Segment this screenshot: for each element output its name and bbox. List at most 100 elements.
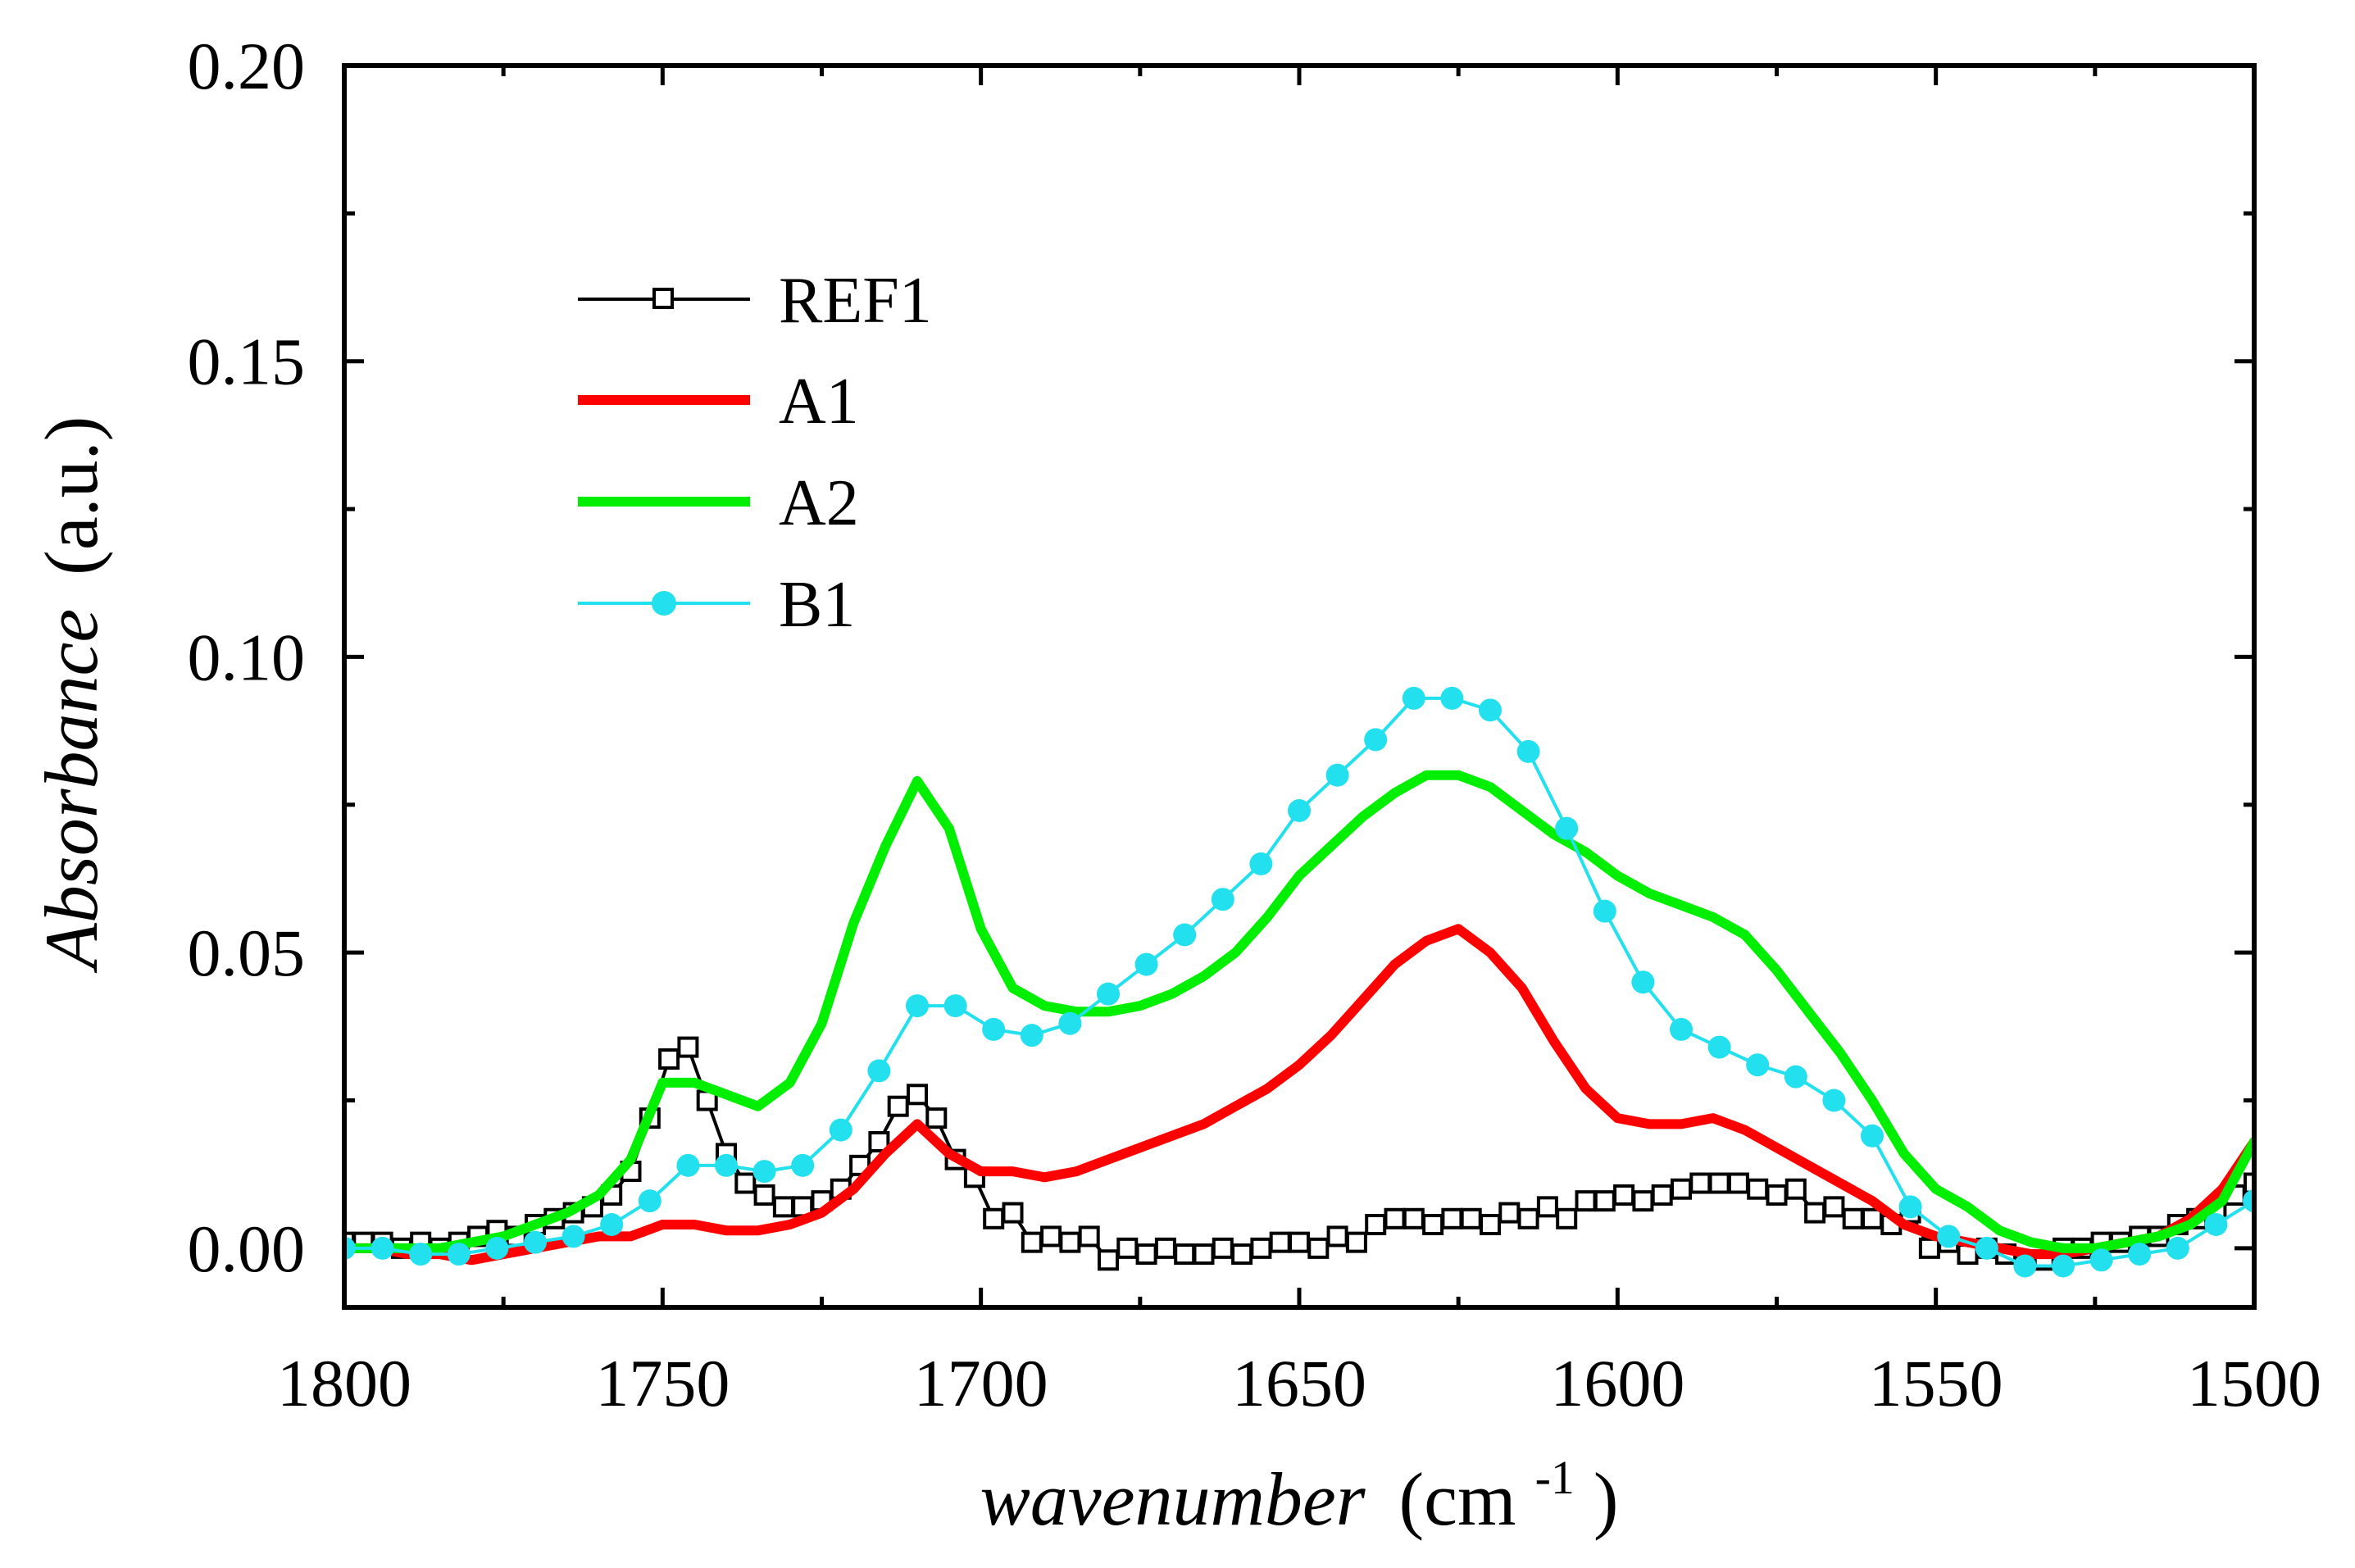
data-point-b1 bbox=[752, 1160, 776, 1184]
data-point-ref1 bbox=[658, 1048, 680, 1070]
series-b1 bbox=[344, 686, 2254, 1278]
data-point-ref1 bbox=[1384, 1207, 1406, 1229]
data-point-ref1 bbox=[907, 1084, 928, 1106]
data-point-b1 bbox=[1288, 799, 1311, 822]
data-point-ref1 bbox=[1671, 1178, 1692, 1200]
legend-marker-b1 bbox=[652, 591, 676, 616]
data-point-ref1 bbox=[1766, 1184, 1788, 1206]
data-point-b1 bbox=[1364, 728, 1388, 752]
data-point-ref1 bbox=[1708, 1172, 1730, 1194]
data-point-ref1 bbox=[1536, 1196, 1558, 1218]
data-point-ref1 bbox=[1747, 1178, 1769, 1200]
data-point-ref1 bbox=[1575, 1190, 1597, 1212]
legend-label-a2: A2 bbox=[779, 467, 859, 539]
data-point-ref1 bbox=[1632, 1190, 1654, 1212]
data-point-ref1 bbox=[1613, 1184, 1635, 1206]
x-tick-label: 1700 bbox=[914, 1346, 1048, 1420]
series-line-a2 bbox=[344, 770, 2254, 1253]
x-axis-title-unit: (cm bbox=[1399, 1457, 1516, 1541]
data-point-ref1 bbox=[2244, 1172, 2254, 1194]
x-tick-label: 1600 bbox=[1550, 1346, 1684, 1420]
legend-item-ref1: REF1 bbox=[578, 265, 932, 337]
x-tick-label: 1500 bbox=[2187, 1346, 2321, 1420]
x-tick-label: 1750 bbox=[595, 1346, 730, 1420]
data-point-ref1 bbox=[753, 1184, 775, 1206]
data-point-ref1 bbox=[1918, 1237, 1940, 1259]
series-a1 bbox=[344, 924, 2254, 1266]
data-point-b1 bbox=[561, 1225, 585, 1248]
data-point-b1 bbox=[906, 994, 929, 1018]
data-point-ref1 bbox=[1231, 1243, 1253, 1266]
data-point-b1 bbox=[485, 1236, 509, 1260]
x-tick-label: 1550 bbox=[1869, 1346, 2003, 1420]
data-point-b1 bbox=[1822, 1089, 1846, 1112]
data-point-ref1 bbox=[1135, 1243, 1157, 1266]
data-point-ref1 bbox=[1784, 1178, 1807, 1200]
data-point-ref1 bbox=[1174, 1243, 1196, 1266]
data-point-ref1 bbox=[1002, 1202, 1024, 1224]
data-point-b1 bbox=[1593, 899, 1616, 923]
data-point-b1 bbox=[447, 1243, 471, 1266]
data-point-ref1 bbox=[868, 1131, 890, 1152]
data-point-b1 bbox=[829, 1118, 852, 1142]
data-point-b1 bbox=[2128, 1243, 2152, 1266]
data-point-ref1 bbox=[1823, 1196, 1845, 1218]
data-point-b1 bbox=[1325, 763, 1349, 787]
series-layer bbox=[344, 686, 2254, 1278]
data-point-b1 bbox=[1670, 1017, 1693, 1041]
data-point-ref1 bbox=[1307, 1237, 1330, 1259]
data-point-ref1 bbox=[1593, 1190, 1616, 1212]
x-axis-title-main: wavenumber bbox=[980, 1457, 1366, 1541]
data-point-ref1 bbox=[983, 1207, 1005, 1229]
data-point-b1 bbox=[1631, 970, 1655, 994]
data-point-ref1 bbox=[1689, 1172, 1712, 1194]
data-point-ref1 bbox=[1078, 1225, 1100, 1248]
legend-item-a1: A1 bbox=[578, 366, 859, 438]
x-axis-title-unit-close: ) bbox=[1593, 1457, 1619, 1541]
data-point-ref1 bbox=[1269, 1231, 1291, 1253]
data-point-b1 bbox=[2013, 1254, 2037, 1278]
x-axis-title-exponent: -1 bbox=[1535, 1451, 1575, 1504]
data-point-b1 bbox=[371, 1236, 394, 1260]
data-point-ref1 bbox=[1193, 1243, 1215, 1266]
data-point-b1 bbox=[982, 1017, 1006, 1041]
data-point-ref1 bbox=[1460, 1207, 1482, 1229]
data-point-b1 bbox=[715, 1153, 738, 1177]
data-point-ref1 bbox=[887, 1095, 909, 1117]
y-tick-label: 0.20 bbox=[188, 29, 306, 103]
data-point-b1 bbox=[2052, 1254, 2075, 1278]
plot-frame bbox=[342, 63, 2257, 1310]
data-point-b1 bbox=[1975, 1236, 1998, 1260]
data-point-b1 bbox=[1861, 1124, 1884, 1148]
y-axis-title-unit: (a.u.) bbox=[30, 416, 113, 575]
data-point-ref1 bbox=[1441, 1207, 1463, 1229]
data-point-b1 bbox=[1058, 1011, 1082, 1035]
data-point-ref1 bbox=[1498, 1202, 1521, 1224]
legend-label-a1: A1 bbox=[779, 366, 859, 438]
y-tick-label: 0.00 bbox=[188, 1211, 306, 1286]
data-point-ref1 bbox=[1804, 1202, 1826, 1224]
data-point-b1 bbox=[1516, 739, 1540, 763]
data-point-b1 bbox=[638, 1189, 661, 1213]
data-point-b1 bbox=[676, 1153, 700, 1177]
y-tick-label: 0.15 bbox=[188, 325, 306, 399]
data-point-b1 bbox=[1020, 1024, 1043, 1048]
data-point-b1 bbox=[409, 1243, 433, 1266]
legend-marker-ref1 bbox=[652, 288, 674, 309]
data-point-ref1 bbox=[1040, 1225, 1062, 1248]
x-tick-label: 1800 bbox=[277, 1346, 411, 1420]
data-point-ref1 bbox=[1517, 1207, 1539, 1229]
data-point-ref1 bbox=[1098, 1249, 1119, 1271]
data-point-b1 bbox=[1479, 698, 1502, 722]
data-point-b1 bbox=[2243, 1189, 2254, 1213]
data-point-b1 bbox=[1134, 952, 1158, 976]
data-point-b1 bbox=[1707, 1035, 1731, 1059]
data-point-ref1 bbox=[925, 1107, 948, 1129]
data-point-ref1 bbox=[1422, 1214, 1444, 1235]
data-point-b1 bbox=[1097, 982, 1120, 1006]
data-point-ref1 bbox=[1403, 1207, 1425, 1229]
data-point-ref1 bbox=[1842, 1207, 1864, 1229]
data-point-ref1 bbox=[1289, 1231, 1310, 1253]
